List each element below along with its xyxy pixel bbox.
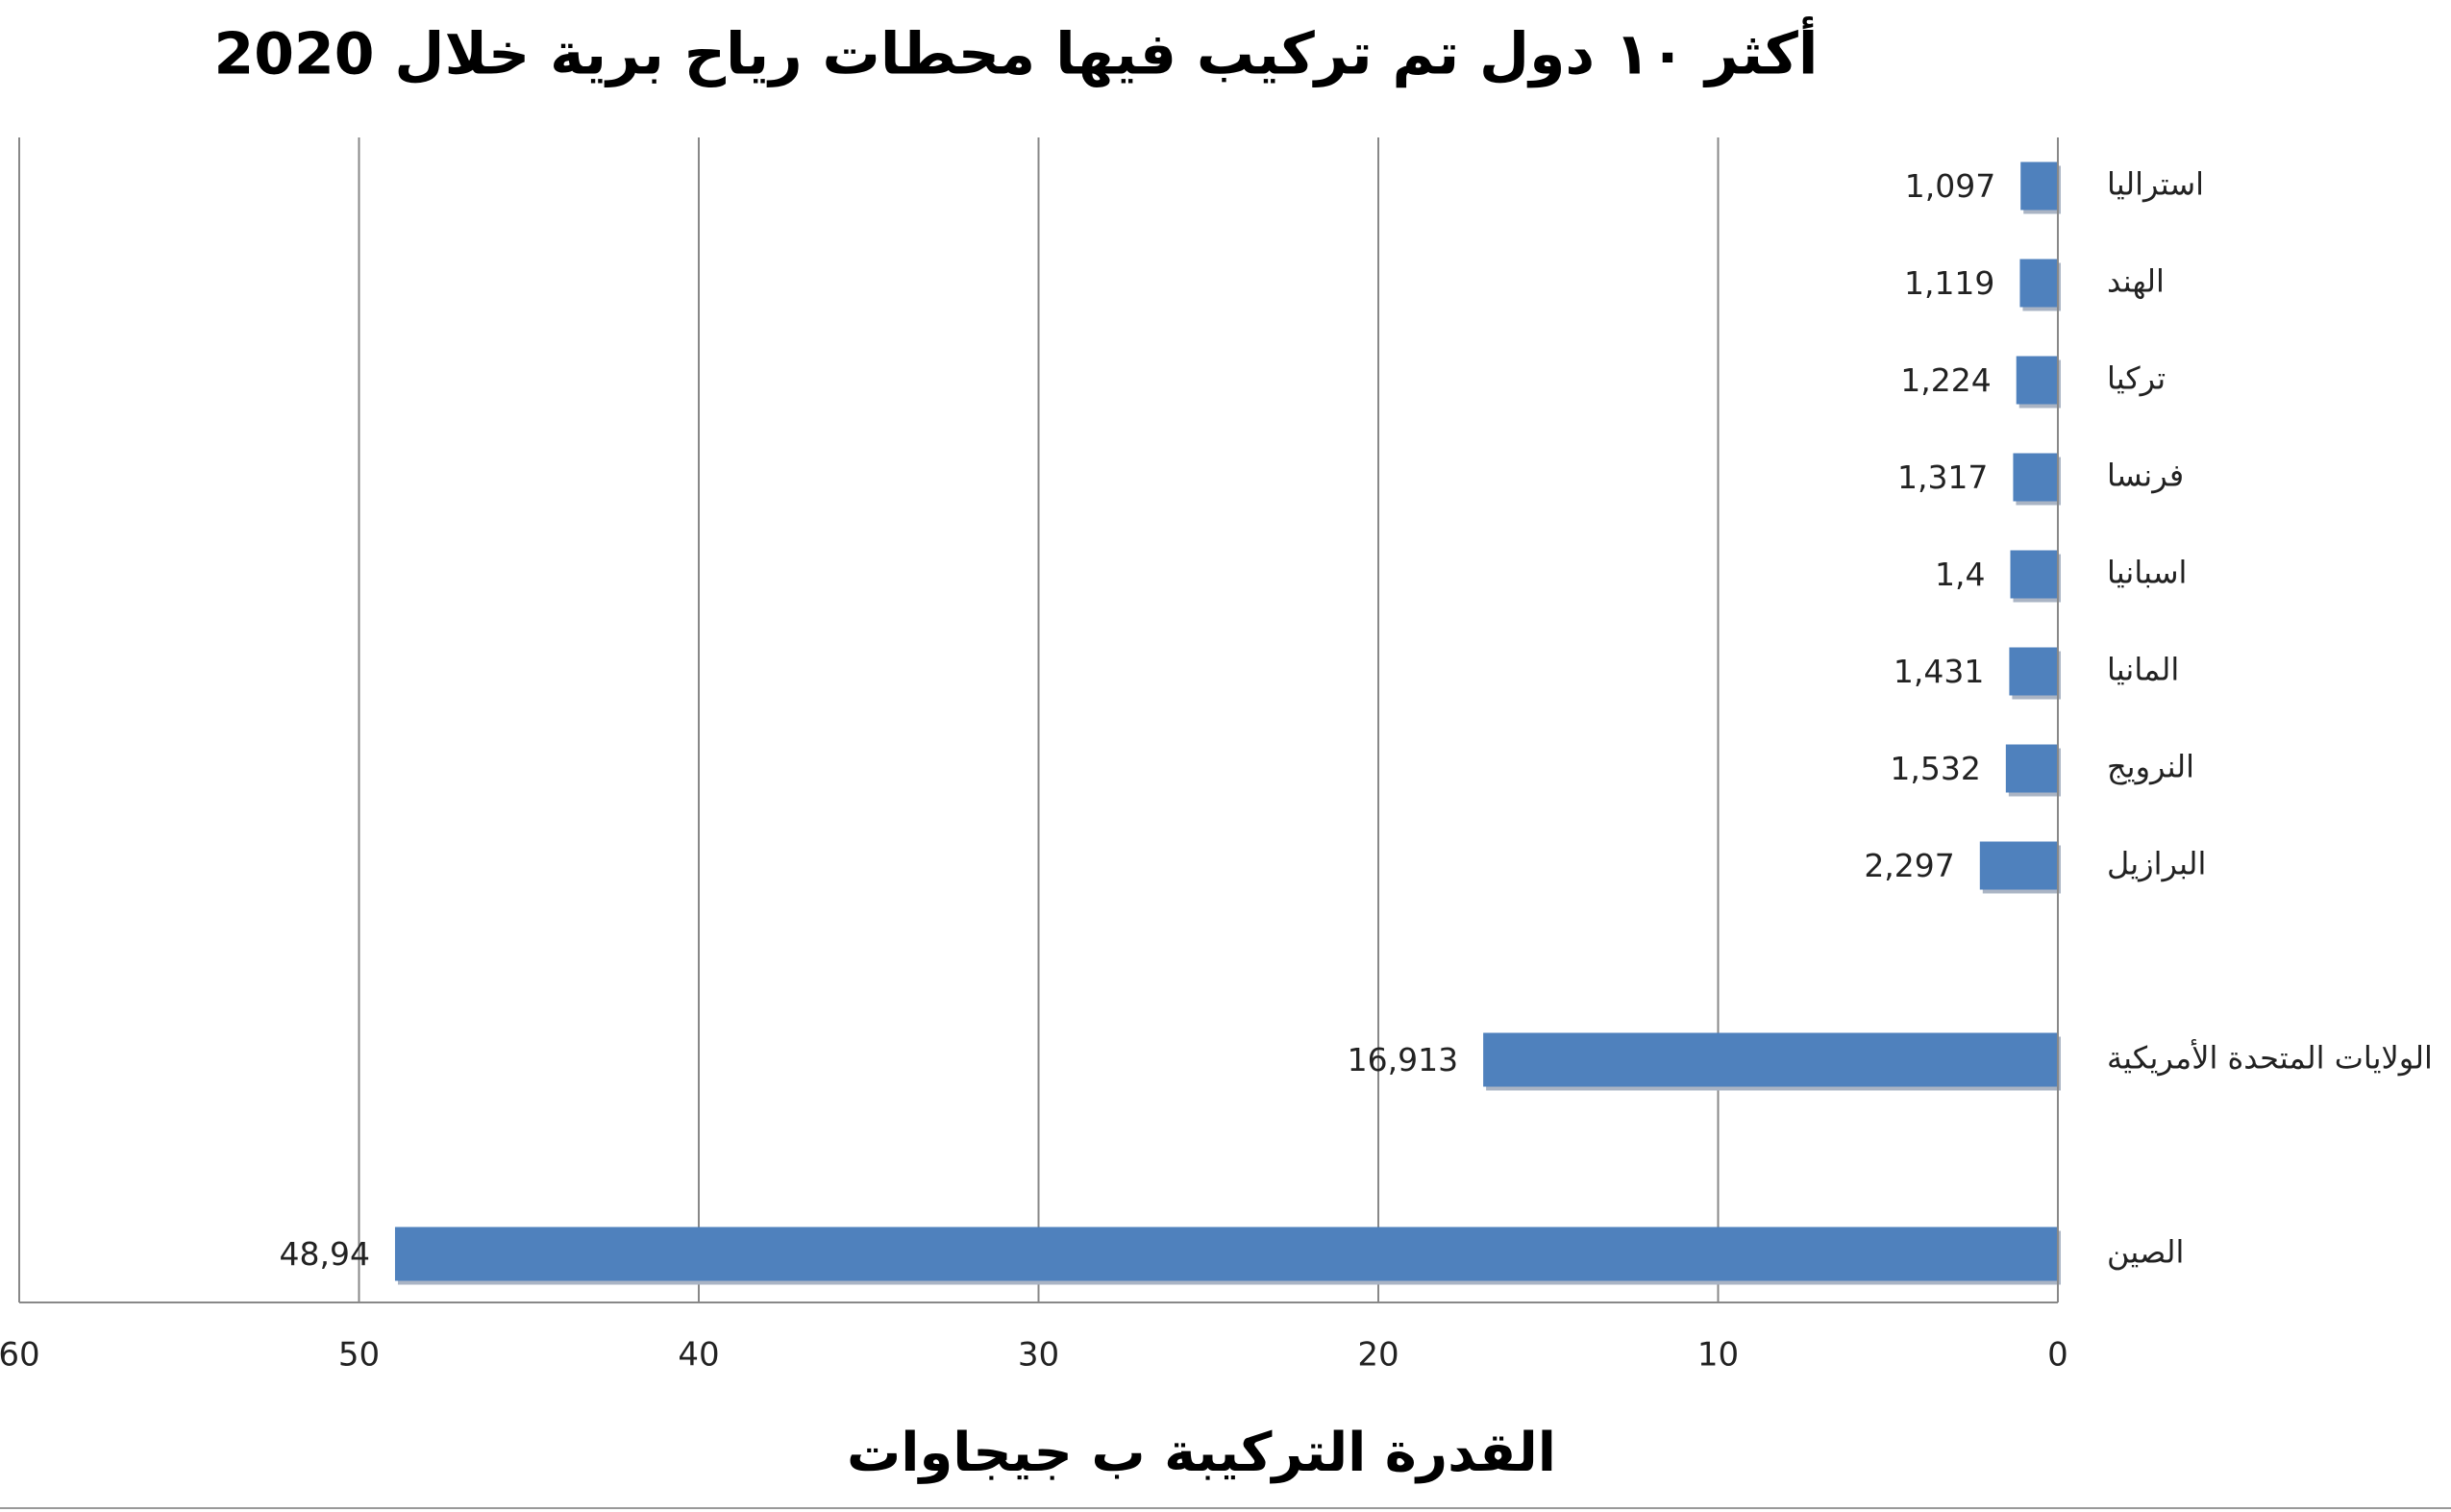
value-label: 1,224 [1900,361,1991,399]
value-label: 1,097 [1905,167,1995,205]
y-tick-label: الهند [2107,263,2165,300]
y-tick-label: الولايات المتحدة الأمريكية [2107,1039,2433,1077]
value-label: 1,4 [1935,556,1985,593]
value-label: 1,532 [1890,750,1980,787]
value-label: 48,94 [279,1235,369,1273]
x-tick-label: 0 [2047,1336,2068,1375]
bar [2010,550,2058,599]
bar [2019,259,2058,308]
bar [1483,1032,2058,1087]
bar [2016,356,2058,405]
value-label: 16,913 [1348,1041,1458,1078]
y-tick-label: الصين [2107,1234,2184,1271]
y-tick-label: استراليا [2107,166,2204,203]
x-tick-label: 40 [678,1336,719,1375]
bar [2009,647,2058,696]
value-label: 1,431 [1894,653,1984,690]
x-tick-label: 30 [1018,1336,1059,1375]
bar [2013,453,2058,502]
value-label: 2,297 [1864,847,1954,884]
x-tick-label: 10 [1697,1336,1739,1375]
value-label: 1,317 [1897,459,1988,496]
y-tick-label: النرويج [2107,749,2194,785]
y-tick-label: تركيا [2107,360,2166,397]
bar [1979,841,2058,890]
x-axis-label: القدرة التركيبة ب جيجاوات [847,1422,1556,1484]
x-tick-label: 50 [338,1336,380,1375]
y-tick-label: البرازيل [2107,846,2206,882]
x-tick-label: 20 [1357,1336,1399,1375]
bar [394,1227,2059,1281]
chart-title: أكثر ١٠ دول تم تركيب فيها محطات رياح بري… [214,16,1819,88]
y-tick-label: فرنسا [2107,458,2184,494]
value-label: 1,119 [1904,264,1994,302]
bar [2005,744,2058,793]
x-tick-label: 60 [0,1336,40,1375]
y-tick-label: المانيا [2107,652,2179,688]
y-tick-label: اسبانيا [2107,555,2187,591]
bar [2020,161,2058,211]
